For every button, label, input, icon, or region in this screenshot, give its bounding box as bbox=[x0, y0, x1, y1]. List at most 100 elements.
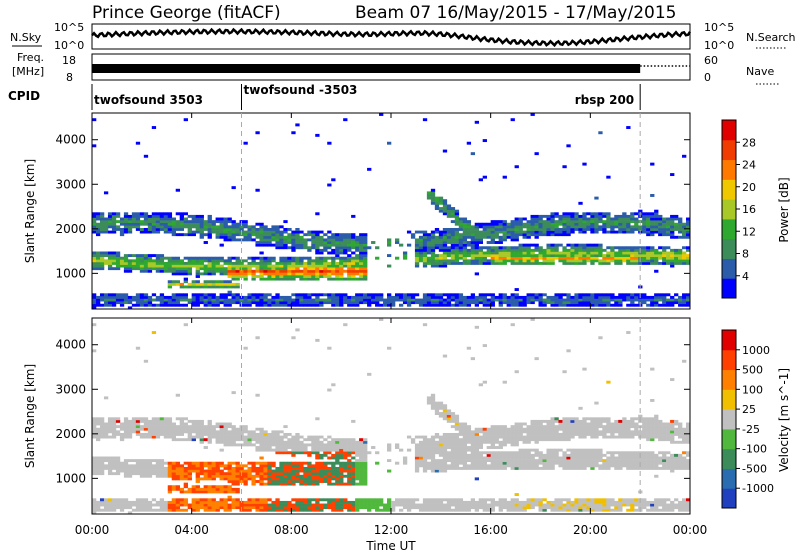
velocity-cell bbox=[243, 469, 248, 473]
power-cell bbox=[335, 241, 340, 244]
velocity-cell bbox=[414, 464, 420, 468]
power-cell bbox=[666, 303, 671, 307]
power-cell bbox=[658, 227, 663, 231]
power-cell bbox=[666, 227, 671, 231]
velocity-cell bbox=[550, 422, 555, 426]
power-cell bbox=[622, 248, 627, 252]
velocity-cell bbox=[319, 480, 324, 483]
velocity-cell bbox=[470, 440, 476, 444]
power-cell bbox=[562, 298, 567, 302]
power-cell bbox=[223, 261, 228, 265]
power-cell bbox=[151, 293, 157, 297]
power-cell bbox=[155, 217, 161, 221]
velocity-cell bbox=[530, 318, 535, 321]
velocity-cell bbox=[502, 425, 507, 429]
velocity-cell bbox=[271, 435, 276, 439]
power-cell bbox=[658, 217, 663, 221]
power-cell bbox=[311, 303, 316, 307]
power-cell bbox=[227, 230, 232, 234]
power-cell bbox=[103, 259, 109, 263]
velocity-cell bbox=[159, 508, 165, 512]
power-cell bbox=[422, 118, 428, 122]
cpid-label: CPID bbox=[8, 89, 40, 103]
velocity-cell bbox=[167, 506, 173, 510]
velocity-cell bbox=[474, 456, 480, 460]
velocity-cell bbox=[231, 466, 236, 470]
power-cell bbox=[315, 272, 320, 276]
velocity-cell bbox=[115, 461, 121, 465]
power-cell bbox=[155, 269, 161, 273]
velocity-cell bbox=[438, 498, 444, 502]
power-cell bbox=[183, 264, 188, 268]
power-cell bbox=[183, 303, 188, 307]
power-cell bbox=[574, 214, 579, 218]
power-cell bbox=[335, 261, 340, 265]
velocity-cell bbox=[315, 451, 320, 455]
power-cell bbox=[307, 303, 312, 307]
power-cell bbox=[159, 220, 165, 224]
power-cell bbox=[610, 248, 615, 252]
power-cell bbox=[434, 207, 440, 210]
power-cell bbox=[574, 303, 579, 307]
velocity-cell bbox=[159, 461, 165, 465]
power-cell bbox=[598, 301, 603, 305]
velocity-cell bbox=[470, 446, 476, 449]
power-cell bbox=[598, 220, 603, 224]
velocity-cell bbox=[375, 500, 380, 504]
power-cell bbox=[335, 293, 340, 297]
velocity-cell bbox=[498, 425, 503, 429]
velocity-cell bbox=[450, 435, 456, 439]
velocity-cell bbox=[175, 432, 181, 436]
power-cell bbox=[155, 303, 161, 307]
power-cell bbox=[534, 261, 539, 265]
power-cell bbox=[626, 222, 631, 226]
velocity-cell bbox=[127, 419, 133, 423]
velocity-cell bbox=[418, 440, 424, 444]
velocity-cell bbox=[335, 443, 340, 447]
power-cell bbox=[678, 235, 683, 239]
power-cell bbox=[215, 280, 220, 284]
velocity-cell bbox=[490, 432, 495, 436]
velocity-cell bbox=[486, 446, 491, 449]
power-cell bbox=[578, 243, 583, 247]
power-cell bbox=[199, 235, 204, 239]
power-cell bbox=[570, 261, 575, 265]
velocity-cell bbox=[191, 487, 196, 491]
power-cell bbox=[470, 233, 476, 237]
power-cell bbox=[562, 230, 567, 234]
power-cell bbox=[359, 254, 364, 258]
velocity-cell bbox=[307, 464, 312, 468]
power-cell bbox=[287, 259, 292, 263]
power-cell bbox=[131, 254, 137, 258]
power-cell bbox=[171, 267, 177, 271]
velocity-cell bbox=[375, 506, 380, 510]
velocity-cell bbox=[335, 472, 340, 476]
velocity-cell bbox=[446, 440, 452, 444]
velocity-cell bbox=[367, 372, 372, 376]
power-cell bbox=[227, 290, 232, 294]
velocity-cell bbox=[147, 474, 153, 478]
velocity-cell bbox=[363, 466, 368, 470]
power-cell bbox=[159, 214, 165, 218]
velocity-cell bbox=[115, 503, 121, 507]
power-cell bbox=[606, 214, 611, 218]
power-cell bbox=[167, 259, 173, 263]
power-cell bbox=[231, 264, 236, 268]
velocity-cell bbox=[363, 503, 368, 507]
velocity-cell bbox=[115, 498, 121, 502]
power-cell bbox=[267, 261, 272, 265]
velocity-cell bbox=[179, 487, 184, 491]
power-cell bbox=[458, 233, 464, 237]
velocity-cell bbox=[323, 461, 328, 465]
power-cell bbox=[650, 217, 655, 221]
power-cell bbox=[267, 277, 272, 281]
velocity-cell bbox=[522, 464, 527, 468]
velocity-cell bbox=[347, 477, 352, 481]
velocity-cell bbox=[307, 498, 312, 502]
velocity-cell bbox=[470, 506, 476, 510]
power-cell bbox=[199, 225, 204, 229]
power-cell bbox=[426, 196, 432, 200]
velocity-cell bbox=[163, 427, 169, 431]
power-cell bbox=[171, 233, 177, 237]
velocity-cell bbox=[151, 498, 157, 502]
